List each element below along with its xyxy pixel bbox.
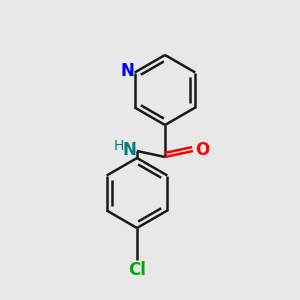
Text: N: N xyxy=(121,62,135,80)
Text: O: O xyxy=(195,141,209,159)
Text: H: H xyxy=(114,139,124,153)
Text: Cl: Cl xyxy=(128,261,146,279)
Text: N: N xyxy=(122,141,136,159)
